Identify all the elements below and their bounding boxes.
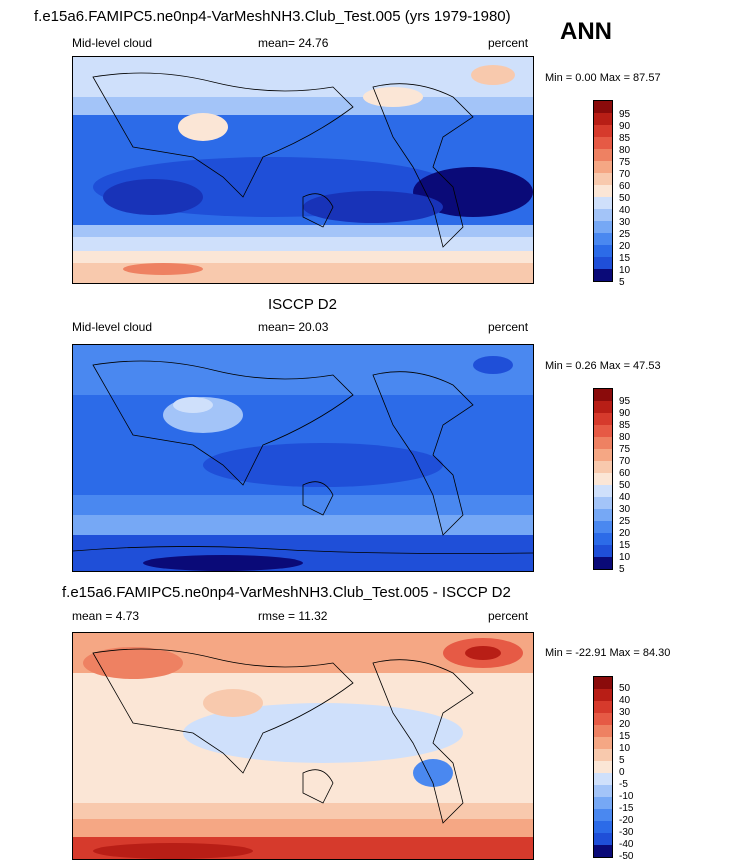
panel2-title: ISCCP D2 [268,296,337,313]
panel2-mean-label: mean= 20.03 [258,320,329,334]
season-label: ANN [560,18,612,45]
panel2-colorbar [593,388,613,570]
panel2-variable-label: Mid-level cloud [72,320,153,334]
panel1-minmax: Min = 0.00 Max = 87.57 [545,72,661,84]
panel1-map [72,56,534,284]
panel2-units-label: percent [488,320,529,334]
panel2-map [72,344,534,572]
panel3-colorbar [593,676,613,858]
panel1-units-label: percent [488,36,529,50]
panel3-units-label: percent [488,609,529,623]
panel3-rmse-label: rmse = 11.32 [258,609,328,623]
panel3-mean-label: mean = 4.73 [72,609,140,623]
panel1-title: f.e15a6.FAMIPC5.ne0np4-VarMeshNH3.Club_T… [34,8,511,25]
panel3-field [73,633,533,859]
panel2-field [73,345,533,571]
panel2-minmax: Min = 0.26 Max = 47.53 [545,360,661,372]
panel1-mean-label: mean= 24.76 [258,36,329,50]
panel3-title: f.e15a6.FAMIPC5.ne0np4-VarMeshNH3.Club_T… [62,584,511,601]
panel3-map [72,632,534,860]
panel1-field [73,57,533,283]
panel3-minmax: Min = -22.91 Max = 84.30 [545,647,671,659]
panel1-variable-label: Mid-level cloud [72,36,153,50]
panel1-colorbar [593,100,613,282]
